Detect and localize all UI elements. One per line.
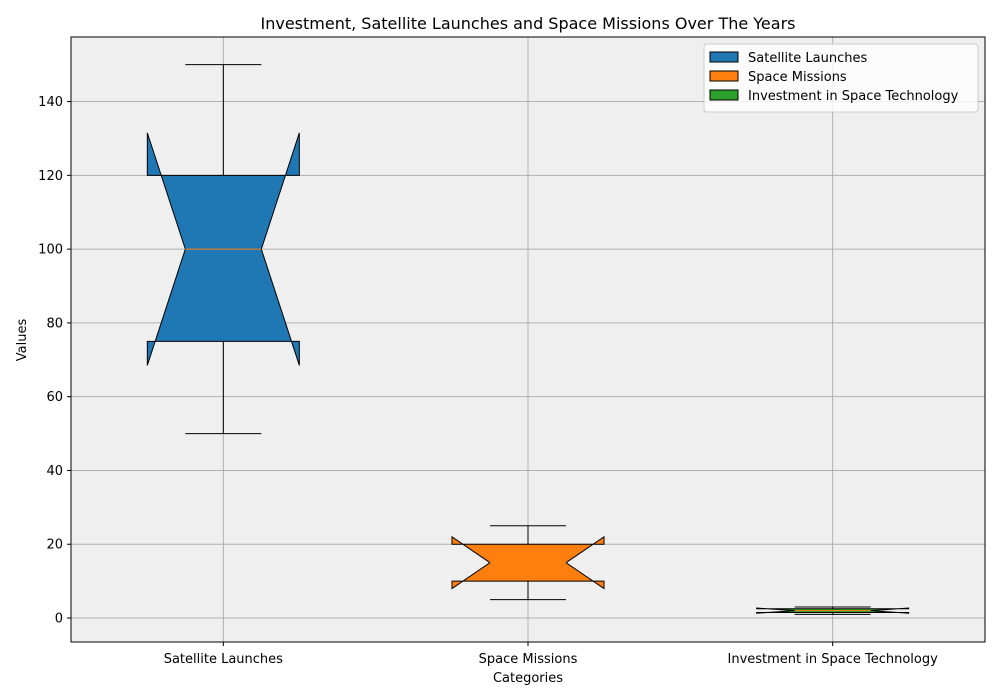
box-group xyxy=(146,64,910,615)
y-tick-label: 80 xyxy=(46,316,63,331)
chart-title: Investment, Satellite Launches and Space… xyxy=(261,14,796,33)
y-tick-label: 140 xyxy=(38,95,63,110)
y-tick-label: 100 xyxy=(38,243,63,258)
y-tick-label: 0 xyxy=(55,612,63,627)
x-axis: Satellite Launches Space Missions Investme… xyxy=(164,642,938,667)
x-tick-label: Space Missions xyxy=(479,652,578,667)
y-tick-label: 20 xyxy=(46,538,63,553)
legend-swatch xyxy=(709,70,739,82)
x-tick-label: Satellite Launches xyxy=(164,652,283,667)
legend-frame xyxy=(703,43,979,113)
y-tick-label: 60 xyxy=(46,390,63,405)
y-tick-label: 40 xyxy=(46,464,63,479)
x-axis-title: Categories xyxy=(493,671,563,686)
box-satellite-launches xyxy=(146,64,300,435)
legend-label: Investment in Space Technology xyxy=(748,89,959,104)
legend-swatch xyxy=(709,89,739,101)
legend-swatch xyxy=(709,51,739,63)
box-investment-in-space-technology xyxy=(756,606,910,615)
box-space-missions xyxy=(451,525,605,601)
legend: Satellite Launches Space Missions Investme… xyxy=(703,43,979,113)
y-axis: 0 20 40 60 80 100 120 140 xyxy=(38,95,71,627)
x-tick-label: Investment in Space Technology xyxy=(728,652,939,667)
legend-label: Satellite Launches xyxy=(748,51,867,66)
y-axis-title: Values xyxy=(15,319,30,362)
legend-label: Space Missions xyxy=(748,70,847,85)
y-tick-label: 120 xyxy=(38,169,63,184)
